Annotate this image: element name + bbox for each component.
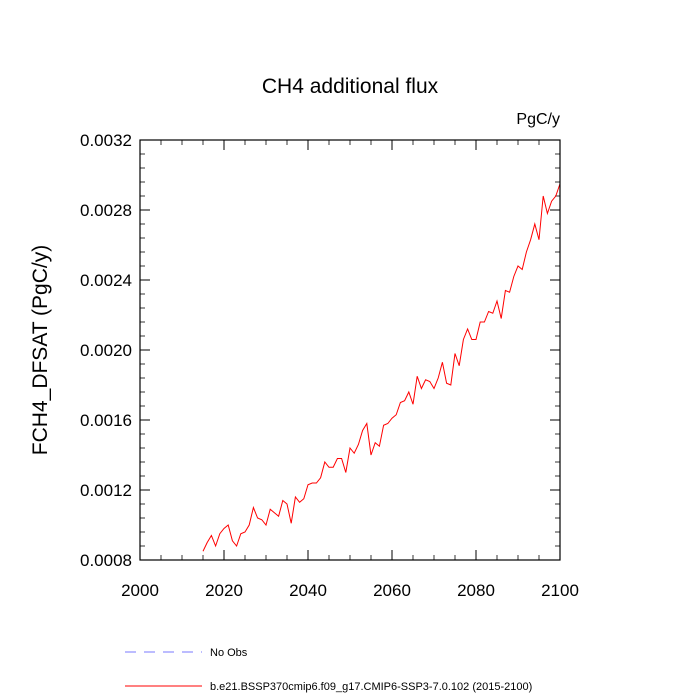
- y-tick-label: 0.0012: [80, 481, 132, 500]
- x-tick-label: 2080: [457, 581, 495, 600]
- x-tick-label: 2100: [541, 581, 579, 600]
- plot-frame: [139, 139, 561, 561]
- y-axis-label: FCH4_DFSAT (PgC/y): [29, 245, 52, 455]
- y-tick-label: 0.0028: [80, 201, 132, 220]
- x-tick-label: 2000: [121, 581, 159, 600]
- legend: No Obs b.e21.BSSP370cmip6.f09_g17.CMIP6-S…: [125, 647, 532, 693]
- legend-label-0: No Obs: [210, 647, 248, 659]
- y-tick-label: 0.0032: [80, 131, 132, 150]
- legend-label-1: b.e21.BSSP370cmip6.f09_g17.CMIP6-SSP3-7.…: [210, 681, 532, 693]
- major-ticks: [139, 139, 561, 561]
- x-tick-label: 2060: [373, 581, 411, 600]
- tick-labels: 2000 2020 2040 2060 2080 2100 0.0008 0.0012 0.00…: [80, 131, 579, 600]
- series-layer: [202, 183, 561, 552]
- y-tick-label: 0.0020: [80, 341, 132, 360]
- y-tick-label: 0.0016: [80, 411, 132, 430]
- y-tick-label: 0.0008: [80, 551, 132, 570]
- x-tick-label: 2020: [205, 581, 243, 600]
- minor-ticks: [139, 139, 561, 561]
- series-line-1: [202, 183, 561, 552]
- x-tick-label: 2040: [289, 581, 327, 600]
- y-tick-label: 0.0024: [80, 271, 132, 290]
- chart-title: CH4 additional flux: [262, 75, 439, 98]
- units-label: PgC/y: [516, 111, 560, 128]
